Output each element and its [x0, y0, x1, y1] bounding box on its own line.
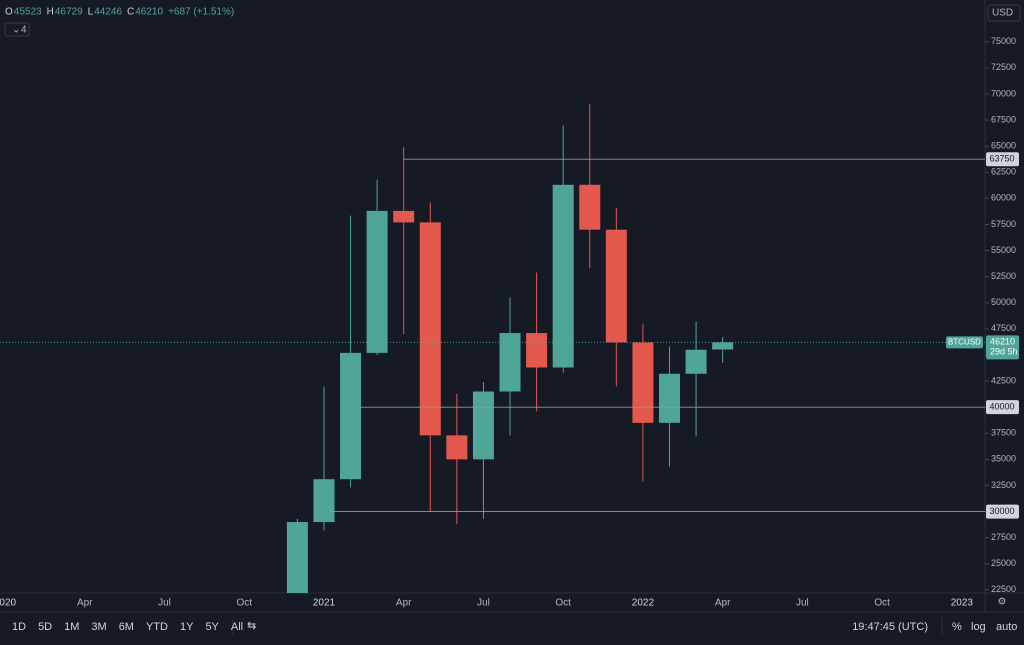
ohlc-label: H: [47, 7, 54, 18]
settings-icon[interactable]: ⚙: [998, 597, 1007, 608]
price-tag-label: 46210: [990, 337, 1015, 347]
y-tick-label: 55000: [991, 245, 1016, 255]
y-tick-label: 32500: [991, 480, 1016, 490]
x-tick-label: 2021: [313, 598, 336, 609]
y-tick-label: 27500: [991, 532, 1016, 542]
range-button[interactable]: YTD: [146, 621, 168, 633]
candle-body: [659, 373, 680, 423]
y-tick-label: 65000: [991, 141, 1016, 151]
x-tick-label: 2020: [0, 598, 17, 609]
candle-body: [340, 352, 362, 480]
auto-toggle[interactable]: auto: [996, 621, 1017, 633]
ohlc-label: L: [88, 7, 94, 18]
level-tag: [986, 504, 1019, 519]
y-tick-label: 37500: [991, 428, 1016, 438]
clock: 19:47:45 (UTC): [852, 621, 928, 633]
range-button[interactable]: 1Y: [180, 621, 194, 633]
ohlc-value: 46210: [135, 7, 163, 18]
x-tick-label: 2022: [632, 598, 655, 609]
range-button[interactable]: 6M: [119, 621, 134, 633]
x-tick-label: Oct: [236, 598, 252, 609]
candle-body: [419, 222, 441, 436]
y-tick-label: 52500: [991, 271, 1016, 281]
candle-body: [579, 184, 601, 230]
y-tick-label: 57500: [991, 219, 1016, 229]
x-tick-label: Apr: [77, 598, 93, 609]
y-tick-label: 75000: [991, 36, 1016, 46]
currency: USD: [992, 8, 1013, 19]
range-button[interactable]: 5D: [38, 621, 52, 633]
x-tick-label: Oct: [874, 598, 890, 609]
range-button[interactable]: 3M: [91, 621, 106, 633]
y-tick-label: 25000: [991, 558, 1016, 568]
ohlc-label: C: [127, 7, 134, 18]
plot-area: [286, 104, 734, 593]
indicator-toggle[interactable]: [4, 22, 30, 37]
candle-body: [526, 333, 548, 368]
symbol-tag: [946, 336, 983, 349]
x-tick-label: Oct: [555, 598, 571, 609]
indicator-count: 4: [21, 25, 27, 36]
level-tag: [986, 400, 1019, 415]
countdown: 29d 5h: [990, 347, 1018, 357]
candle-body: [632, 342, 654, 423]
level-tag-label: 30000: [989, 506, 1014, 516]
y-tick-label: 72500: [991, 62, 1016, 72]
range-button[interactable]: 5Y: [205, 621, 219, 633]
price-tag: [986, 335, 1019, 360]
indicator-toggle-arrow: ⌄: [12, 25, 20, 36]
x-tick-label: Jul: [477, 598, 490, 609]
change: +687 (+1.51%): [168, 7, 234, 18]
x-tick-label: 2023: [951, 598, 974, 609]
x-tick-label: Apr: [715, 598, 731, 609]
candle-body: [286, 522, 308, 593]
level-tag-label: 40000: [989, 402, 1014, 412]
y-tick-label: 60000: [991, 193, 1016, 203]
candle-body: [605, 229, 627, 343]
candle-body: [685, 349, 707, 374]
candle-body: [366, 210, 388, 353]
y-tick-label: 70000: [991, 88, 1016, 98]
y-tick-label: 47500: [991, 323, 1016, 333]
candle-body: [552, 184, 574, 368]
candle-body: [712, 342, 734, 350]
ohlc-value: 44246: [94, 7, 122, 18]
range-button[interactable]: 1M: [64, 621, 79, 633]
symbol-tag-label: BTCUSD: [948, 337, 981, 346]
x-tick-label: Jul: [158, 598, 171, 609]
candle-body: [313, 479, 335, 523]
ohlc-value: 46729: [55, 7, 83, 18]
currency-button[interactable]: [987, 4, 1021, 22]
percent-toggle[interactable]: %: [952, 621, 962, 633]
y-tick-label: 42500: [991, 375, 1016, 385]
y-tick-label: 35000: [991, 454, 1016, 464]
candle-body: [472, 391, 494, 460]
range-button[interactable]: 1D: [12, 621, 26, 633]
candle-body: [446, 435, 468, 460]
range-button[interactable]: All: [231, 621, 243, 633]
y-tick-label: 50000: [991, 297, 1016, 307]
x-tick-label: Apr: [396, 598, 412, 609]
x-tick-label: Jul: [796, 598, 809, 609]
candle-body: [499, 333, 521, 392]
y-tick-label: 62500: [991, 167, 1016, 177]
y-tick-label: 67500: [991, 114, 1016, 124]
ohlc-value: 45523: [14, 7, 42, 18]
compare-icon[interactable]: ⇆: [247, 620, 256, 632]
level-tag-label: 63750: [989, 154, 1014, 164]
ohlc-label: O: [5, 7, 13, 18]
y-tick-label: 22500: [991, 584, 1016, 594]
log-toggle[interactable]: log: [971, 621, 986, 633]
candle-body: [393, 210, 415, 223]
level-tag: [986, 152, 1019, 167]
